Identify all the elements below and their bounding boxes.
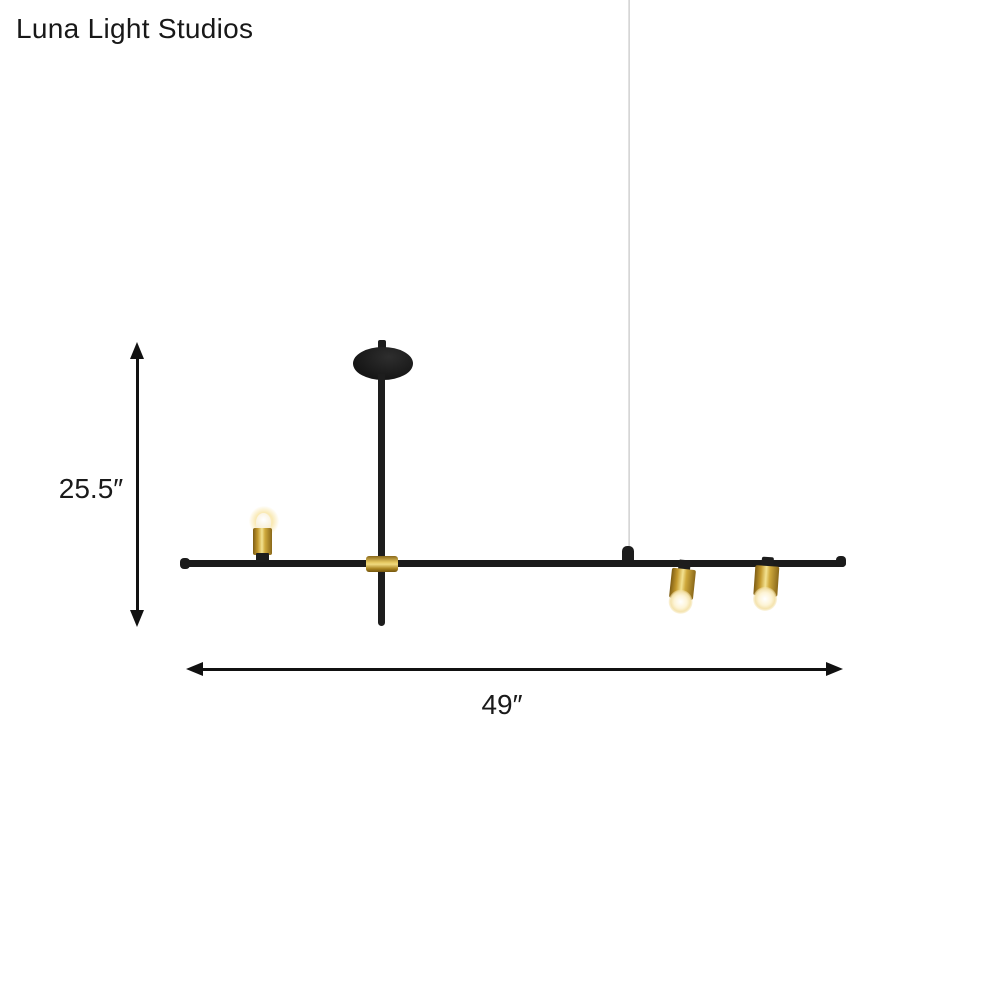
width-dimension-label: 49″ (481, 689, 523, 720)
dimension-arrowhead-up (130, 342, 144, 359)
dimension-line-horizontal (200, 668, 828, 671)
brand-watermark: Luna Light Studios (16, 13, 254, 44)
dimension-arrowhead-right (826, 662, 843, 676)
rod-end-cap-right (836, 556, 846, 567)
brass-sleeve-joint (366, 556, 398, 572)
rod-end-cap-left (180, 558, 190, 569)
height-dimension-label: 25.5″ (58, 473, 124, 504)
dimension-arrowhead-left (186, 662, 203, 676)
socket-base-up (256, 553, 269, 562)
suspension-cable (628, 0, 630, 548)
brass-socket-up (253, 528, 272, 555)
hanging-socket-1 (667, 559, 698, 615)
cable-rod-connector (622, 546, 634, 563)
hanging-socket-2 (751, 556, 781, 612)
dimension-arrowhead-down (130, 610, 144, 627)
bulb-up (256, 513, 271, 532)
vertical-down-rod (378, 374, 385, 626)
dimension-line-vertical (136, 355, 139, 613)
bulb-glow-down (752, 586, 778, 612)
horizontal-rod (182, 560, 846, 567)
